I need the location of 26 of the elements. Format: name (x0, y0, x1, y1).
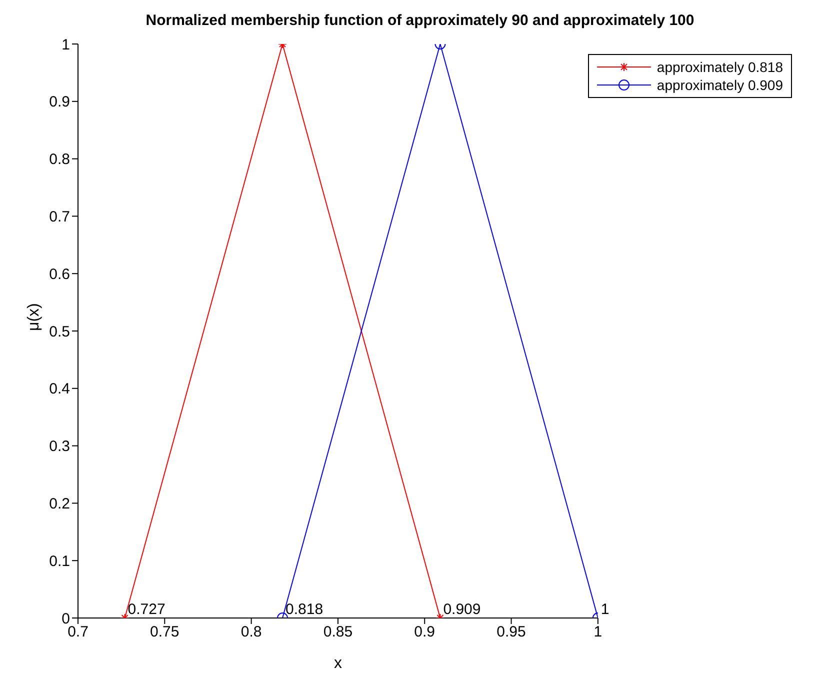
x-tick-label: 0.95 (496, 624, 526, 641)
y-tick-label: 0.9 (49, 94, 70, 111)
y-tick-label: 0.6 (49, 266, 70, 283)
y-tick-label: 0.3 (49, 438, 70, 456)
y-tick-label: 0.7 (49, 208, 70, 226)
x-axis-title: x (334, 655, 342, 672)
annotation: 0.727 (128, 601, 166, 618)
annotation: 1 (600, 601, 610, 618)
y-tick-label: 0.4 (49, 380, 70, 398)
legend-label: approximately 0.909 (656, 76, 783, 94)
annotation: 0.818 (286, 601, 324, 618)
y-tick-label: 0.2 (49, 496, 70, 513)
y-tick-label: 0.8 (49, 151, 70, 168)
legend-label: approximately 0.818 (656, 58, 783, 76)
x-tick-label: 1 (594, 624, 602, 641)
y-tick-label: 0 (62, 610, 70, 628)
x-tick-label: 0.75 (150, 624, 180, 641)
annotation: 0.909 (443, 601, 481, 618)
x-tick-label: 0.85 (323, 624, 353, 641)
y-axis-title: μ(x) (26, 303, 43, 331)
y-tick-label: 1 (62, 36, 70, 54)
x-tick-label: 0.9 (414, 624, 436, 641)
y-tick-label: 0.1 (49, 552, 70, 570)
y-tick-label: 0.5 (49, 323, 70, 340)
chart-title: Normalized membership function of approximately 90 and approximately 100 (144, 11, 696, 31)
x-tick-label: 0.8 (240, 624, 262, 641)
